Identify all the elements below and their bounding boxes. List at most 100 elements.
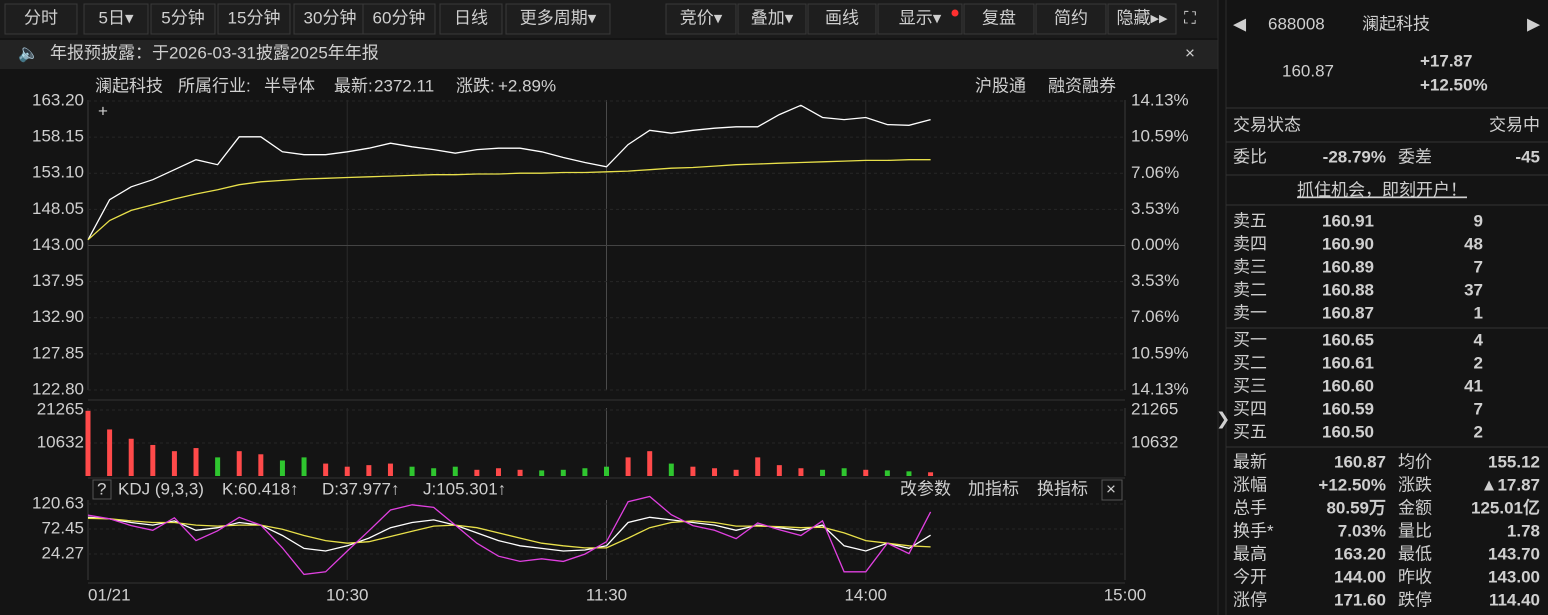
stock-change: +17.87 [1420,51,1472,70]
y2-tick-label: 10.59% [1131,343,1189,362]
period-tab[interactable] [362,3,436,35]
stat-label: 涨停 [1233,590,1267,609]
stock-pct: +12.50% [1420,75,1488,94]
tool-button-label[interactable]: 画线 [825,8,859,27]
close-box[interactable] [1101,479,1123,501]
book-label: 买三 [1233,376,1267,395]
y2-tick-label: 7.06% [1131,163,1179,182]
book-price: 160.87 [1322,303,1374,322]
book-label: 卖一 [1233,303,1267,322]
period-tab-label[interactable]: 5分钟 [161,8,204,27]
stock-price: 160.87 [1282,61,1334,80]
y-tick-label: 10632 [37,432,84,451]
period-tab-label[interactable]: 分时 [24,8,58,27]
tool-button-label[interactable]: 简约 [1054,8,1088,27]
tool-button[interactable] [963,3,1035,35]
book-volume: 48 [1464,234,1483,253]
period-tab-label[interactable]: 5日▾ [99,8,134,27]
period-tab[interactable] [439,3,503,35]
book-label: 卖五 [1233,211,1267,230]
x-tick-label: 11:30 [586,585,627,604]
info-latest: 2372.11 [374,76,434,95]
close-icon[interactable]: × [1185,43,1195,62]
book-volume: 41 [1464,376,1483,395]
book-price: 160.61 [1322,353,1374,372]
volume-bar [409,466,415,476]
volume-bar [776,465,782,476]
stat-value: 143.70 [1488,544,1540,563]
close-indicator[interactable]: × [1106,479,1116,498]
indicator-readout: D:37.977↑ [322,479,400,498]
volume-bar [85,410,91,476]
tool-button-label[interactable]: 竞价▾ [680,8,723,27]
collapse-icon[interactable]: ❯ [1216,409,1230,429]
stat-label: 涨跌 [1398,475,1432,494]
book-label: 卖二 [1233,280,1267,299]
expand-icon[interactable]: ⛶ [1184,8,1196,27]
period-tab[interactable] [217,3,291,35]
period-tab-label[interactable]: 30分钟 [304,8,357,27]
info-link[interactable]: 融资融券 [1048,76,1116,95]
period-tab-label[interactable]: 更多周期▾ [520,8,597,27]
prev-stock[interactable]: ◀ [1233,14,1247,33]
indicator-button[interactable]: 改参数 [900,479,951,498]
notice-text[interactable]: 年报预披露：于2026-03-31披露2025年年报 [50,43,379,62]
indicator-button[interactable]: 换指标 [1037,479,1088,498]
next-stock[interactable]: ▶ [1527,14,1541,33]
tool-button-label[interactable]: 显示▾ [899,8,942,27]
tool-button-label[interactable]: 叠加▾ [751,8,794,27]
period-tab-label[interactable]: 日线 [454,8,488,27]
stat-label: 量比 [1398,521,1432,540]
period-tab-label[interactable]: 60分钟 [373,8,426,27]
tool-button[interactable] [737,3,807,35]
volume-bar [474,469,480,476]
volume-bar [625,457,631,476]
info-link[interactable]: 沪股通 [975,76,1026,95]
volume-bar [107,429,113,476]
volume-bar [560,469,566,476]
volume-bar [150,444,156,476]
stat-value: +12.50% [1318,475,1386,494]
volume-bar [344,466,350,476]
book-price: 160.59 [1322,399,1374,418]
book-volume: 2 [1474,422,1483,441]
y2-tick-label: 21265 [1131,399,1178,418]
indicator-button[interactable]: 加指标 [968,479,1019,498]
book-price: 160.91 [1322,211,1374,230]
y2-tick-label: 10.59% [1131,127,1189,146]
help-box[interactable] [92,479,112,500]
promo-link[interactable]: 抓住机会，即刻开户！ [1297,180,1467,199]
volume-bar [668,463,674,476]
y2-tick-label: 0.00% [1131,235,1179,254]
tool-button[interactable] [807,3,877,35]
period-tab[interactable] [150,3,216,35]
volume-bar [863,469,869,476]
tool-button[interactable] [877,3,963,35]
y-tick-label: 137.95 [32,271,84,290]
tool-button[interactable] [1107,3,1177,35]
tool-button[interactable] [665,3,737,35]
series-line [87,495,932,576]
volume-bar [841,468,847,476]
y-tick-label: 122.80 [32,379,84,398]
book-price: 160.89 [1322,257,1374,276]
volume-bar [906,471,912,476]
tool-button-label[interactable]: 复盘 [982,8,1016,27]
book-volume: 7 [1474,399,1483,418]
volume-bar [171,451,177,476]
period-tab[interactable] [505,3,611,35]
stat-value: 7.03% [1338,521,1386,540]
volume-bar [387,463,393,476]
period-tab-label[interactable]: 15分钟 [228,8,281,27]
series-line [87,104,931,241]
ratio-label: 委比 [1233,147,1267,166]
period-tab[interactable] [293,3,367,35]
tool-button-label[interactable]: 隐藏▸▸ [1116,8,1168,27]
stat-label: 换手* [1233,521,1274,540]
help-icon[interactable]: ? [97,479,106,498]
tool-button[interactable] [1035,3,1107,35]
period-tab[interactable] [83,3,149,35]
period-tab[interactable] [4,3,78,35]
y2-tick-label: 14.13% [1131,379,1189,398]
info-change: +2.89% [498,76,556,95]
